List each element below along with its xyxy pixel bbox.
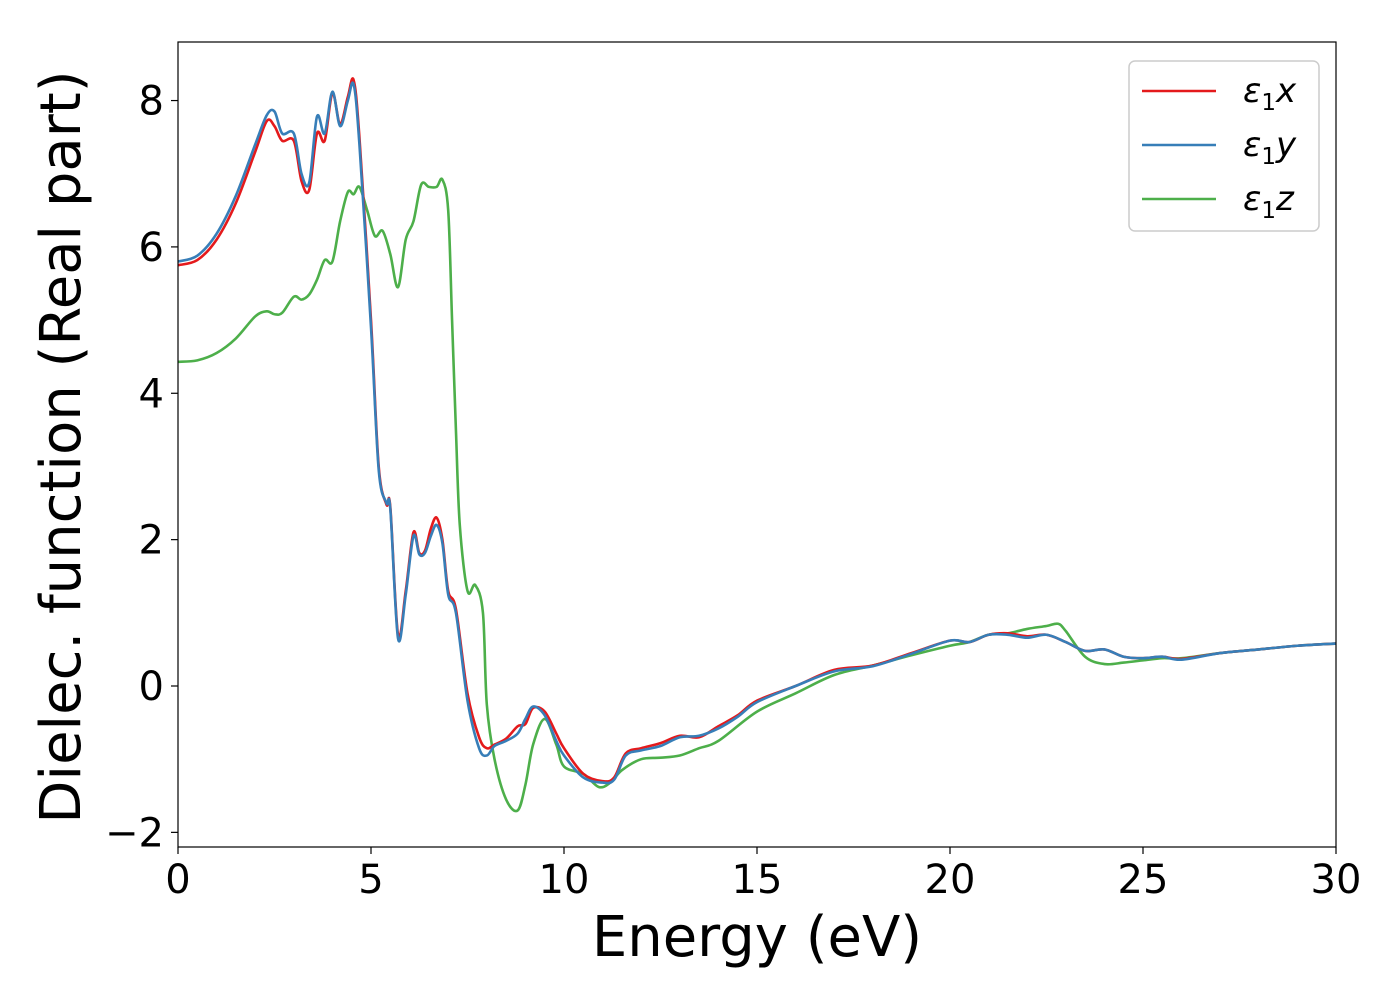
y-tick-label: 0: [139, 664, 164, 710]
y-tick-label: −2: [105, 810, 164, 856]
x-axis-label: Energy (eV): [592, 905, 922, 970]
x-axis-ticks: 0 5 10 15 20 25 30: [165, 847, 1361, 903]
y-axis-ticks: −2 0 2 4 6 8: [105, 79, 178, 856]
y-tick-label: 2: [139, 518, 164, 564]
x-tick-label: 10: [539, 857, 590, 903]
y-tick-label: 4: [139, 371, 164, 417]
x-tick-label: 5: [358, 857, 383, 903]
legend-label-x: ε1x: [1243, 71, 1297, 116]
y-tick-label: 8: [139, 79, 164, 125]
x-tick-label: 0: [165, 857, 190, 903]
x-tick-label: 30: [1311, 857, 1362, 903]
x-tick-label: 20: [925, 857, 976, 903]
x-tick-label: 15: [732, 857, 783, 903]
legend-items: ε1x ε1y ε1z: [1142, 71, 1297, 224]
series-layer: [178, 77, 1336, 813]
legend-label-y: ε1y: [1243, 125, 1297, 170]
legend-box: [1128, 60, 1320, 232]
x-tick-label: 25: [1118, 857, 1169, 903]
series-line-z: [178, 177, 1336, 813]
series-line-y: [178, 81, 1336, 785]
legend: ε1x ε1y ε1z: [1128, 60, 1320, 232]
y-axis-label: Dielec. function (Real part): [29, 70, 94, 823]
y-tick-label: 6: [139, 225, 164, 271]
legend-label-z: ε1z: [1243, 179, 1295, 224]
